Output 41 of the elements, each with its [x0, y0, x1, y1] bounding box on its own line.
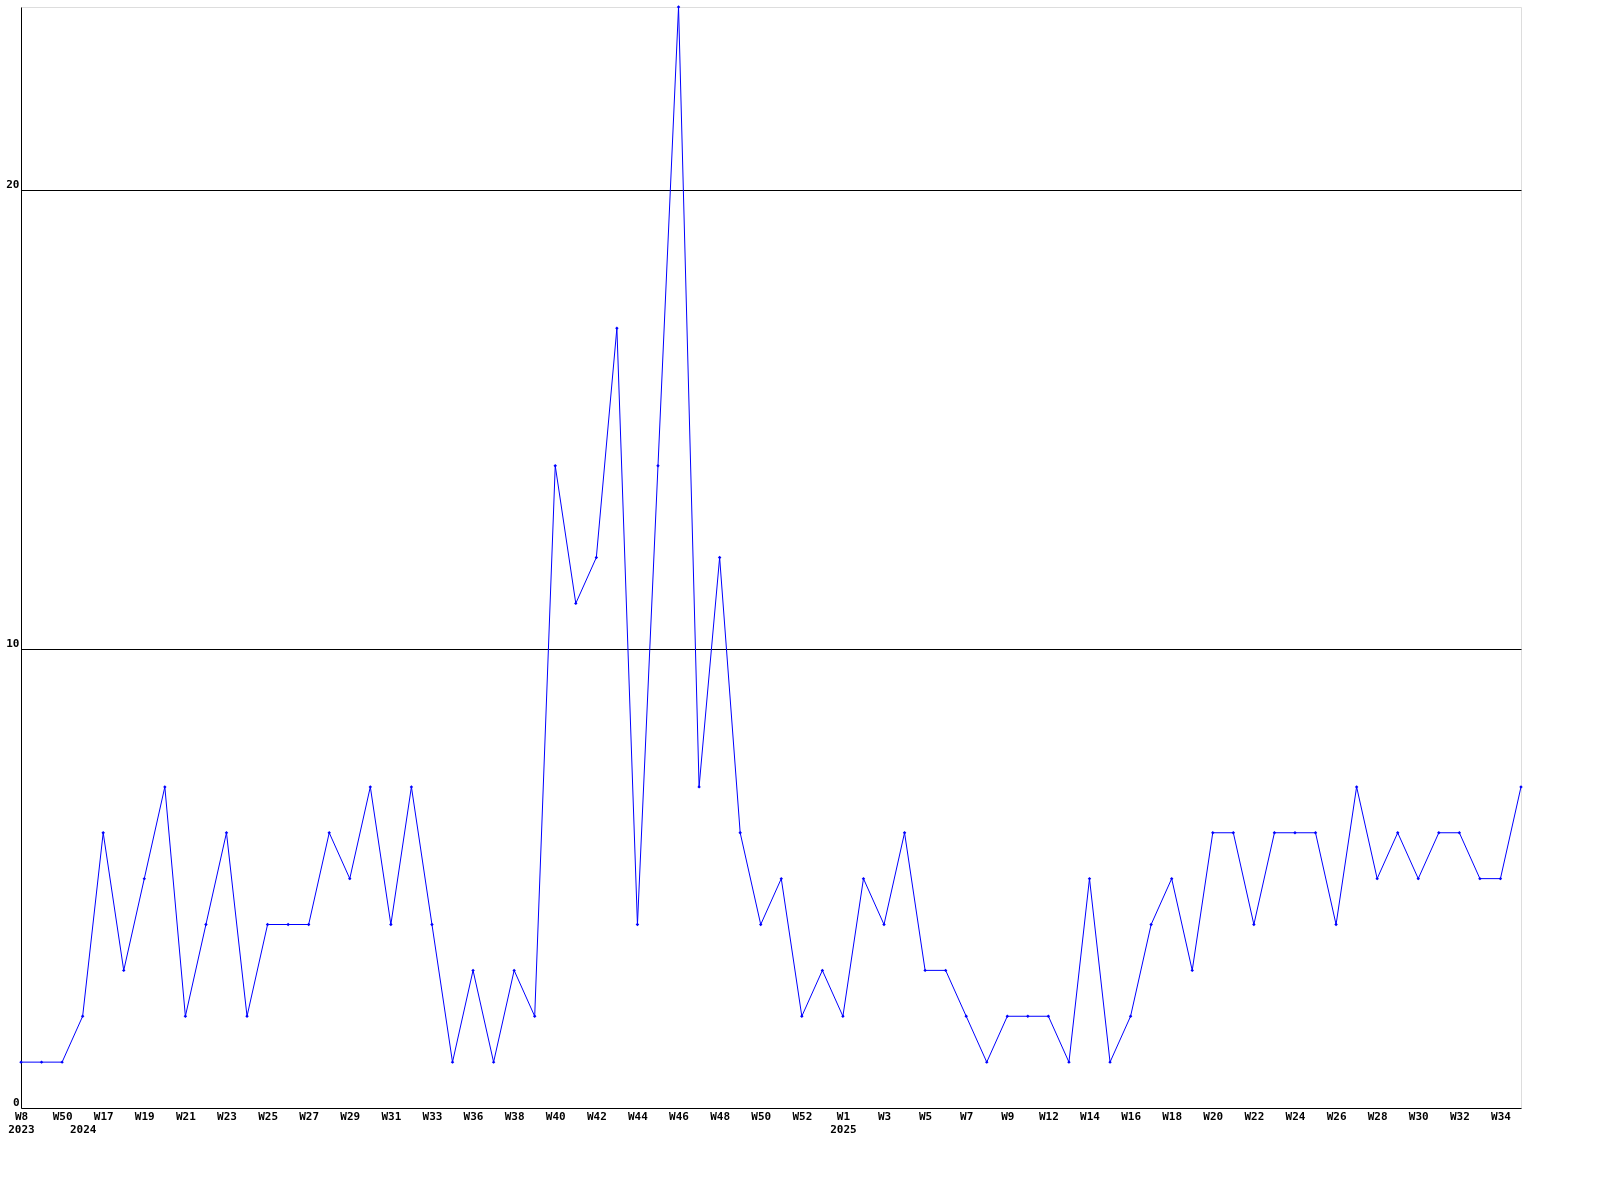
x-tick-label: W52 — [792, 1109, 813, 1123]
x-tick-label: W40 — [545, 1109, 566, 1123]
y-tick-label: 0 — [12, 1095, 20, 1109]
x-tick-label: W33 — [422, 1109, 443, 1123]
x-tick-label: W21 — [175, 1109, 197, 1123]
x-tick-label: W18 — [1162, 1109, 1183, 1123]
y-tick-label: 10 — [6, 636, 20, 650]
x-tick-label: W38 — [504, 1109, 525, 1123]
x-tick-label: W31 — [381, 1109, 402, 1123]
x-tick-label: W20 — [1203, 1109, 1224, 1123]
x-tick-label: W17 — [93, 1109, 114, 1123]
x-tick-label: W14 — [1080, 1109, 1101, 1123]
x-tick-label: W46 — [669, 1109, 690, 1123]
x-tick-label: W9 — [1001, 1109, 1015, 1123]
x-tick-label: W26 — [1326, 1109, 1347, 1123]
x-tick-label: W50 — [751, 1109, 772, 1123]
x-tick-label: W42 — [586, 1109, 607, 1123]
x-tick-label: W22 — [1244, 1109, 1265, 1123]
x-tick-label: W48 — [710, 1109, 731, 1123]
x-tick-label: W34 — [1491, 1109, 1512, 1123]
x-tick-label: W50 — [52, 1109, 73, 1123]
y-tick-label: 20 — [6, 178, 20, 191]
x-tick-label: W27 — [299, 1109, 320, 1123]
x-tick-label: W16 — [1121, 1109, 1142, 1123]
x-tick-label: W1 2025 — [830, 1109, 857, 1136]
x-tick-label: W12 — [1038, 1109, 1059, 1123]
x-tick-label: 2024 — [69, 1122, 97, 1136]
x-tick-label: W28 — [1367, 1109, 1388, 1123]
x-tick-label: W29 — [340, 1109, 361, 1123]
x-tick-label: W8 2023 — [8, 1109, 35, 1136]
x-tick-label: W25 — [258, 1109, 279, 1123]
x-tick-label: W36 — [463, 1109, 484, 1123]
x-tick-label: W19 — [134, 1109, 155, 1123]
x-tick-label: W5 — [918, 1109, 933, 1123]
x-tick-label: W23 — [217, 1109, 237, 1123]
x-tick-label: W44 — [628, 1109, 649, 1123]
x-tick-label: W32 — [1449, 1109, 1470, 1123]
x-tick-label: W24 — [1285, 1109, 1306, 1123]
x-tick-label: W30 — [1408, 1109, 1429, 1123]
x-tick-label: W3 — [877, 1109, 892, 1123]
x-tick-label: W7 — [960, 1109, 974, 1123]
